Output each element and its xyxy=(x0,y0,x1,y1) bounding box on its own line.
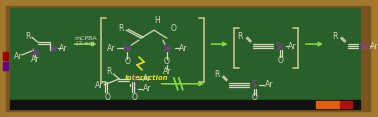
Text: R: R xyxy=(332,32,338,41)
Text: O: O xyxy=(277,57,283,66)
Bar xyxy=(10,8,359,100)
Text: Ar: Ar xyxy=(265,80,273,89)
Bar xyxy=(10,100,359,109)
Text: R: R xyxy=(238,32,243,41)
Text: O: O xyxy=(104,93,110,102)
Bar xyxy=(3,62,8,70)
Text: Ar: Ar xyxy=(14,51,22,60)
Text: O: O xyxy=(171,24,177,33)
Text: Ar: Ar xyxy=(370,42,378,51)
Text: S: S xyxy=(132,84,136,93)
Text: Ar: Ar xyxy=(143,84,151,93)
Text: S: S xyxy=(252,80,257,89)
Text: Ar: Ar xyxy=(163,67,171,76)
Text: Ar: Ar xyxy=(31,55,39,64)
Text: Ar: Ar xyxy=(107,44,116,53)
Text: Se: Se xyxy=(359,42,368,51)
Text: O: O xyxy=(164,57,170,66)
Text: Se: Se xyxy=(122,44,132,53)
Text: (2 eq): (2 eq) xyxy=(76,41,95,46)
Text: Se: Se xyxy=(30,48,39,57)
Text: Se: Se xyxy=(49,44,58,53)
Bar xyxy=(3,52,8,60)
Text: Ar: Ar xyxy=(143,74,151,83)
Text: R: R xyxy=(118,24,124,33)
Bar xyxy=(340,101,352,108)
Text: H: H xyxy=(154,16,160,25)
Text: R: R xyxy=(107,67,112,76)
Text: O: O xyxy=(124,57,130,66)
Bar xyxy=(6,6,370,111)
Text: Ar: Ar xyxy=(288,42,296,51)
Bar xyxy=(316,101,340,108)
Text: S: S xyxy=(132,74,136,83)
Text: R: R xyxy=(214,70,219,79)
Text: Interaction: Interaction xyxy=(125,75,169,81)
Text: Ar: Ar xyxy=(95,81,104,90)
Text: Se: Se xyxy=(276,42,285,51)
Text: Ar: Ar xyxy=(178,44,187,53)
Text: O: O xyxy=(131,93,137,102)
Text: R: R xyxy=(25,32,31,41)
Text: Se: Se xyxy=(162,44,172,53)
Text: mCPBA: mCPBA xyxy=(74,36,97,41)
Text: Ar: Ar xyxy=(59,44,68,53)
Text: O: O xyxy=(251,93,257,102)
